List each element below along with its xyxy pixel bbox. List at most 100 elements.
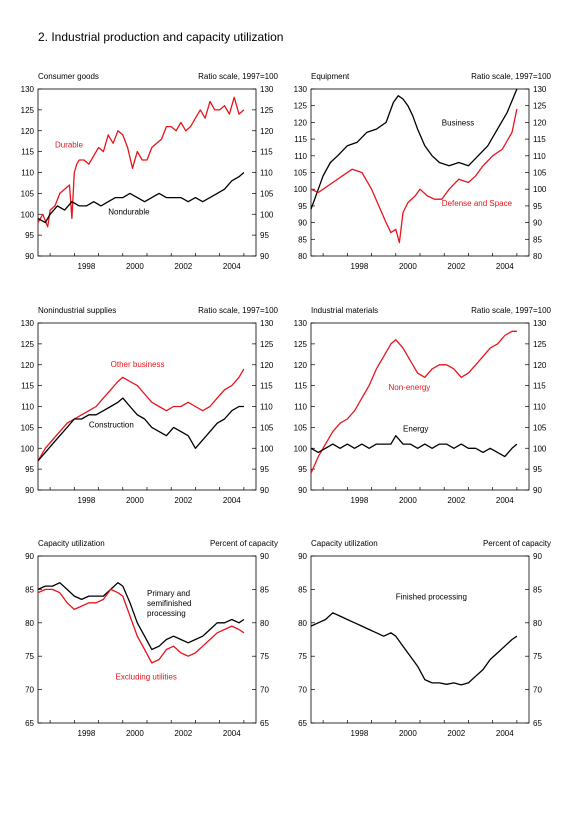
y-tick-label-left: 80 bbox=[25, 619, 34, 628]
y-tick-label-right: 90 bbox=[260, 552, 269, 561]
y-tick-label-left: 95 bbox=[298, 202, 307, 211]
y-tick-label-right: 95 bbox=[260, 465, 269, 474]
x-tick-label: 2000 bbox=[399, 262, 417, 271]
chart-units: Percent of capacity bbox=[482, 539, 551, 548]
series-line bbox=[310, 435, 518, 458]
y-tick-label-left: 130 bbox=[21, 85, 35, 94]
series-label: Durable bbox=[55, 140, 84, 149]
y-tick-label-right: 130 bbox=[260, 319, 274, 328]
plot-frame bbox=[310, 555, 530, 724]
chart-title: Nonindustrial supplies bbox=[38, 306, 117, 315]
series-label: Non-energy bbox=[389, 383, 431, 392]
series-line bbox=[37, 368, 245, 462]
y-tick-label-left: 105 bbox=[21, 423, 35, 432]
y-tick-label-right: 80 bbox=[533, 252, 542, 261]
y-tick-label-right: 85 bbox=[260, 585, 269, 594]
series-line bbox=[37, 582, 245, 651]
chart-title: Equipment bbox=[311, 72, 350, 81]
y-tick-label-right: 95 bbox=[533, 202, 542, 211]
y-tick-label-right: 130 bbox=[260, 85, 274, 94]
y-tick-label-left: 90 bbox=[25, 552, 34, 561]
y-tick-label-right: 80 bbox=[533, 619, 542, 628]
x-tick-label: 2004 bbox=[223, 729, 241, 738]
y-tick-label-left: 105 bbox=[21, 189, 35, 198]
y-tick-label-right: 70 bbox=[533, 686, 542, 695]
y-tick-label-left: 115 bbox=[21, 382, 34, 391]
panel-equipment: Equipment Ratio scale, 1997=100 80 80 85 85… bbox=[294, 72, 551, 272]
y-tick-label-right: 75 bbox=[533, 652, 542, 661]
y-tick-label-left: 65 bbox=[298, 719, 307, 728]
chart-units: Ratio scale, 1997=100 bbox=[471, 72, 551, 81]
y-tick-label-left: 90 bbox=[298, 486, 307, 495]
y-tick-label-right: 120 bbox=[533, 361, 547, 370]
y-tick-label-left: 105 bbox=[294, 423, 308, 432]
y-tick-label-left: 115 bbox=[21, 148, 34, 157]
y-tick-label-left: 120 bbox=[294, 118, 308, 127]
series-label: Finished processing bbox=[396, 592, 467, 601]
panel-capacity-utilization-left: Capacity utilization Percent of capacity… bbox=[25, 539, 278, 739]
y-tick-label-left: 130 bbox=[21, 319, 35, 328]
y-tick-label-left: 65 bbox=[25, 719, 34, 728]
y-tick-label-right: 80 bbox=[260, 619, 269, 628]
y-tick-label-left: 90 bbox=[298, 219, 307, 228]
panel-capacity-utilization-right: Capacity utilization Percent of capacity… bbox=[298, 539, 551, 739]
y-tick-label-right: 65 bbox=[533, 719, 542, 728]
plot-frame bbox=[37, 88, 257, 257]
series-line bbox=[310, 612, 518, 686]
x-tick-label: 2000 bbox=[399, 729, 417, 738]
series-label: processing bbox=[147, 609, 186, 618]
y-tick-label-right: 125 bbox=[533, 102, 547, 111]
y-tick-label-right: 110 bbox=[533, 403, 546, 412]
plot-frame bbox=[310, 322, 530, 491]
y-tick-label-left: 110 bbox=[294, 403, 307, 412]
y-tick-label-left: 95 bbox=[298, 465, 307, 474]
x-tick-label: 2002 bbox=[174, 262, 192, 271]
y-tick-label-right: 95 bbox=[533, 465, 542, 474]
chart-title: Industrial materials bbox=[311, 306, 379, 315]
y-tick-label-right: 115 bbox=[533, 382, 546, 391]
x-tick-label: 1998 bbox=[78, 262, 96, 271]
y-tick-label-right: 115 bbox=[260, 148, 273, 157]
chart-title: Capacity utilization bbox=[311, 539, 378, 548]
series-label: semifinished bbox=[147, 599, 191, 608]
chart-nonindustrial-supplies: 90 90 95 95 100 100 105 105 110 110 115 115 120 120 12… bbox=[21, 319, 274, 505]
y-tick-label-left: 130 bbox=[294, 85, 308, 94]
y-tick-label-left: 80 bbox=[298, 252, 307, 261]
x-tick-label: 2000 bbox=[126, 496, 144, 505]
chart-consumer-goods: 90 90 95 95 100 100 105 105 110 110 115 115 120 120 12… bbox=[21, 85, 274, 271]
y-tick-label-right: 75 bbox=[260, 652, 269, 661]
y-tick-label-right: 100 bbox=[260, 210, 274, 219]
y-tick-label-left: 95 bbox=[25, 231, 34, 240]
y-tick-label-right: 90 bbox=[260, 252, 269, 261]
x-tick-label: 1998 bbox=[78, 496, 96, 505]
series-line bbox=[310, 330, 517, 474]
x-tick-label: 2002 bbox=[174, 496, 192, 505]
y-tick-label-right: 130 bbox=[533, 319, 547, 328]
x-tick-label: 2000 bbox=[126, 729, 144, 738]
y-tick-label-right: 115 bbox=[260, 382, 273, 391]
x-tick-label: 2004 bbox=[223, 496, 241, 505]
x-tick-label: 1998 bbox=[78, 729, 96, 738]
x-tick-label: 1998 bbox=[351, 496, 369, 505]
y-tick-label-right: 125 bbox=[260, 106, 274, 115]
y-tick-label-left: 125 bbox=[21, 340, 35, 349]
series-line bbox=[310, 88, 518, 210]
y-tick-label-left: 100 bbox=[294, 185, 308, 194]
y-tick-label-left: 115 bbox=[294, 382, 307, 391]
y-tick-label-right: 100 bbox=[260, 444, 274, 453]
x-tick-label: 1998 bbox=[351, 729, 369, 738]
y-tick-label-left: 120 bbox=[21, 361, 35, 370]
x-tick-label: 1998 bbox=[351, 262, 369, 271]
y-tick-label-left: 70 bbox=[298, 686, 307, 695]
y-tick-label-left: 95 bbox=[25, 465, 34, 474]
chart-units: Ratio scale, 1997=100 bbox=[198, 306, 278, 315]
y-tick-label-left: 125 bbox=[21, 106, 35, 115]
y-tick-label-left: 90 bbox=[25, 252, 34, 261]
x-tick-label: 2002 bbox=[447, 729, 465, 738]
y-tick-label-left: 100 bbox=[294, 444, 308, 453]
x-tick-label: 2004 bbox=[223, 262, 241, 271]
y-tick-label-left: 125 bbox=[294, 102, 308, 111]
chart-equipment: 80 80 85 85 90 90 95 95 100 100 105 105 110 110 115 115… bbox=[294, 85, 547, 271]
y-tick-label-right: 110 bbox=[533, 152, 546, 161]
series-line bbox=[37, 96, 245, 228]
